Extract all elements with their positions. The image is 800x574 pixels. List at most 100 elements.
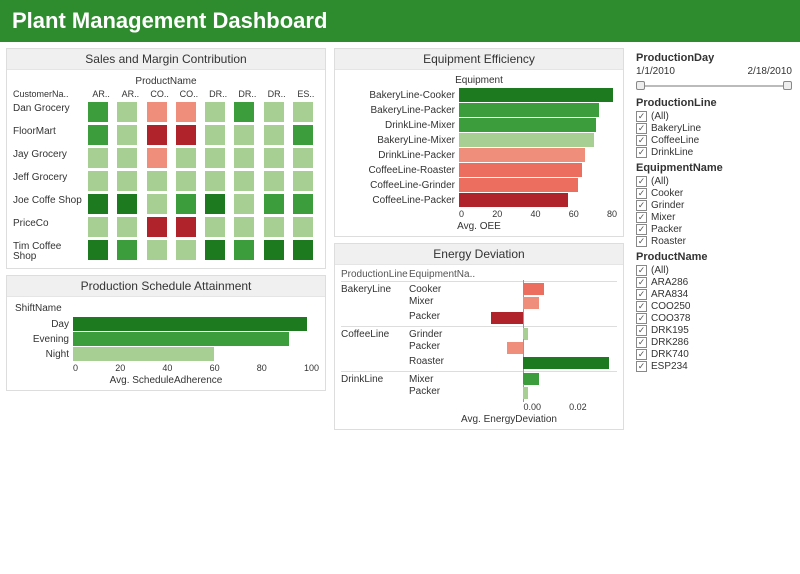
heatmap-cell[interactable] — [293, 125, 313, 145]
heatmap-cell[interactable] — [117, 102, 137, 122]
heatmap-cell[interactable] — [117, 217, 137, 237]
bar-fill[interactable] — [459, 163, 582, 177]
checkbox-icon[interactable]: ✓ — [636, 147, 647, 158]
heatmap-cell[interactable] — [264, 171, 284, 191]
heatmap-cell[interactable] — [88, 171, 108, 191]
checkbox-icon[interactable]: ✓ — [636, 361, 647, 372]
heatmap-cell[interactable] — [117, 240, 137, 260]
heatmap-cell[interactable] — [205, 171, 225, 191]
date-slider[interactable] — [636, 79, 792, 93]
heatmap-cell[interactable] — [234, 194, 254, 214]
heatmap-cell[interactable] — [234, 125, 254, 145]
checkbox-icon[interactable]: ✓ — [636, 349, 647, 360]
heatmap-cell[interactable] — [147, 102, 167, 122]
energy-bar[interactable] — [523, 373, 539, 385]
heatmap-cell[interactable] — [176, 125, 196, 145]
checkbox-icon[interactable]: ✓ — [636, 236, 647, 247]
heatmap-cell[interactable] — [147, 194, 167, 214]
heatmap-cell[interactable] — [293, 148, 313, 168]
checkbox-icon[interactable]: ✓ — [636, 265, 647, 276]
checkbox-icon[interactable]: ✓ — [636, 277, 647, 288]
heatmap-cell[interactable] — [205, 240, 225, 260]
heatmap-cell[interactable] — [176, 194, 196, 214]
heatmap-cell[interactable] — [293, 171, 313, 191]
bar-fill[interactable] — [459, 133, 594, 147]
checkbox-icon[interactable]: ✓ — [636, 337, 647, 348]
energy-bar[interactable] — [523, 283, 545, 295]
heatmap-cell[interactable] — [234, 171, 254, 191]
heatmap-cell[interactable] — [176, 171, 196, 191]
heatmap-cell[interactable] — [205, 194, 225, 214]
energy-bar[interactable] — [491, 312, 523, 324]
filter-item[interactable]: ✓ARA834 — [636, 289, 792, 300]
heatmap-cell[interactable] — [264, 240, 284, 260]
filter-item[interactable]: ✓Packer — [636, 224, 792, 235]
checkbox-icon[interactable]: ✓ — [636, 289, 647, 300]
filter-item[interactable]: ✓(All) — [636, 176, 792, 187]
heatmap-cell[interactable] — [234, 102, 254, 122]
filter-item[interactable]: ✓DRK195 — [636, 325, 792, 336]
heatmap-cell[interactable] — [264, 148, 284, 168]
heatmap-cell[interactable] — [147, 125, 167, 145]
filter-item[interactable]: ✓ESP234 — [636, 361, 792, 372]
heatmap-cell[interactable] — [117, 171, 137, 191]
filter-item[interactable]: ✓Grinder — [636, 200, 792, 211]
heatmap-cell[interactable] — [176, 102, 196, 122]
filter-item[interactable]: ✓BakeryLine — [636, 123, 792, 134]
checkbox-icon[interactable]: ✓ — [636, 212, 647, 223]
heatmap-cell[interactable] — [117, 125, 137, 145]
filter-item[interactable]: ✓Roaster — [636, 236, 792, 247]
bar-fill[interactable] — [73, 347, 214, 361]
heatmap-cell[interactable] — [117, 194, 137, 214]
bar-fill[interactable] — [459, 103, 599, 117]
heatmap-cell[interactable] — [205, 217, 225, 237]
energy-bar[interactable] — [523, 297, 539, 309]
heatmap-cell[interactable] — [117, 148, 137, 168]
bar-fill[interactable] — [459, 88, 613, 102]
checkbox-icon[interactable]: ✓ — [636, 200, 647, 211]
heatmap-cell[interactable] — [293, 217, 313, 237]
heatmap-cell[interactable] — [205, 102, 225, 122]
heatmap-cell[interactable] — [88, 194, 108, 214]
heatmap-cell[interactable] — [147, 217, 167, 237]
checkbox-icon[interactable]: ✓ — [636, 224, 647, 235]
slider-thumb-start[interactable] — [636, 81, 645, 90]
bar-fill[interactable] — [73, 332, 289, 346]
heatmap-cell[interactable] — [147, 148, 167, 168]
heatmap-cell[interactable] — [293, 240, 313, 260]
filter-item[interactable]: ✓DRK740 — [636, 349, 792, 360]
bar-fill[interactable] — [459, 118, 596, 132]
checkbox-icon[interactable]: ✓ — [636, 123, 647, 134]
heatmap-cell[interactable] — [293, 102, 313, 122]
checkbox-icon[interactable]: ✓ — [636, 301, 647, 312]
filter-item[interactable]: ✓CoffeeLine — [636, 135, 792, 146]
filter-item[interactable]: ✓(All) — [636, 265, 792, 276]
heatmap-cell[interactable] — [264, 102, 284, 122]
heatmap-cell[interactable] — [88, 102, 108, 122]
checkbox-icon[interactable]: ✓ — [636, 111, 647, 122]
heatmap-cell[interactable] — [88, 125, 108, 145]
energy-bar[interactable] — [507, 342, 523, 354]
heatmap-cell[interactable] — [205, 125, 225, 145]
heatmap-cell[interactable] — [264, 194, 284, 214]
filter-item[interactable]: ✓Cooker — [636, 188, 792, 199]
filter-item[interactable]: ✓DRK286 — [636, 337, 792, 348]
checkbox-icon[interactable]: ✓ — [636, 176, 647, 187]
filter-item[interactable]: ✓Mixer — [636, 212, 792, 223]
heatmap-cell[interactable] — [88, 240, 108, 260]
checkbox-icon[interactable]: ✓ — [636, 188, 647, 199]
heatmap-cell[interactable] — [88, 217, 108, 237]
filter-item[interactable]: ✓(All) — [636, 111, 792, 122]
heatmap-cell[interactable] — [176, 217, 196, 237]
checkbox-icon[interactable]: ✓ — [636, 135, 647, 146]
bar-fill[interactable] — [459, 178, 578, 192]
slider-thumb-end[interactable] — [783, 81, 792, 90]
heatmap-cell[interactable] — [264, 217, 284, 237]
heatmap-cell[interactable] — [176, 240, 196, 260]
filter-item[interactable]: ✓ARA286 — [636, 277, 792, 288]
heatmap-cell[interactable] — [88, 148, 108, 168]
heatmap-cell[interactable] — [264, 125, 284, 145]
energy-bar[interactable] — [523, 387, 528, 399]
bar-fill[interactable] — [459, 193, 568, 207]
heatmap-cell[interactable] — [234, 148, 254, 168]
